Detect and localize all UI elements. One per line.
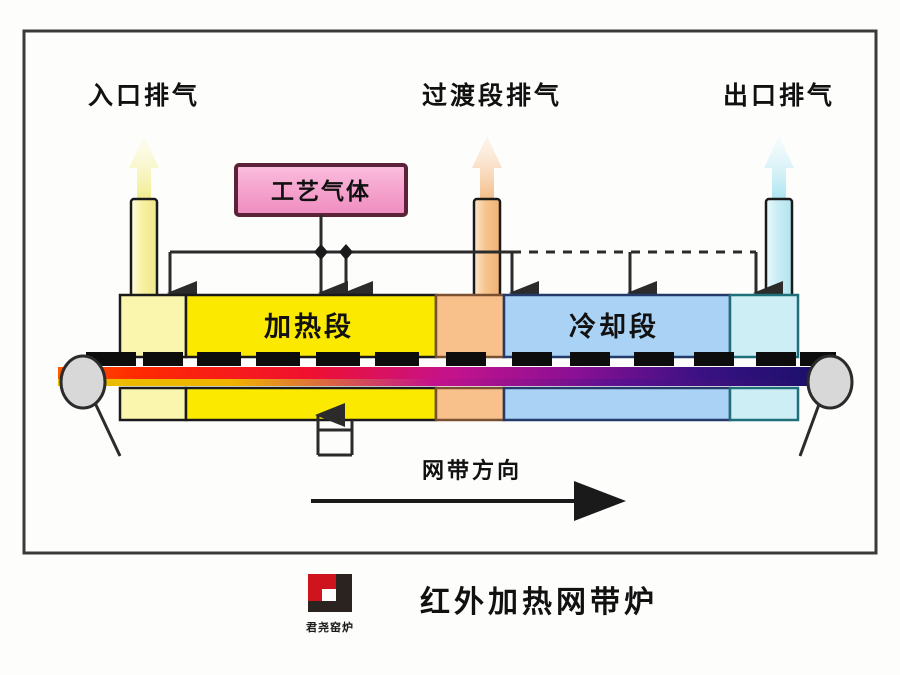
heater-element	[634, 352, 674, 366]
heater-element	[446, 352, 486, 366]
heater-element	[143, 352, 183, 366]
outer-frame	[22, 29, 878, 555]
company-logo: 君尧窑炉	[306, 574, 354, 634]
furnace-section-transition-zone-upper	[434, 293, 506, 359]
heater-element	[756, 352, 796, 366]
heater-element	[694, 352, 734, 366]
exhaust-stack-inlet	[129, 197, 159, 305]
furnace-label-cooling-zone: 冷却段	[569, 312, 659, 343]
heater-element	[316, 352, 360, 366]
exhaust-plume-inlet	[129, 136, 159, 198]
process-gas-label: 工艺气体	[271, 178, 371, 205]
furnace-section-transition-zone-lower	[434, 386, 506, 422]
manifold-junction-dot-1	[314, 244, 328, 260]
bottom-drain-pipe	[315, 403, 354, 457]
heater-element	[197, 352, 241, 366]
roller-right-drum	[806, 354, 854, 410]
mesh-belt-hot-band	[58, 367, 842, 379]
furnace-section-outlet-zone-upper	[728, 293, 800, 359]
exhaust-plume-transition	[472, 136, 502, 198]
furnace-section-inlet-zone-upper	[118, 293, 188, 359]
furnace-section-heating-zone-upper	[184, 293, 438, 359]
furnace-section-cooling-zone-lower	[502, 386, 732, 422]
exhaust-label-transition: 过渡段排气	[422, 81, 562, 110]
furnace-section-inlet-zone-lower	[118, 386, 188, 422]
furnace-section-outlet-zone-lower	[728, 386, 800, 422]
furnace-section-heating-zone-lower	[184, 386, 438, 422]
manifold-junction-dot-2	[339, 244, 353, 260]
roller-left-drum	[59, 354, 107, 410]
heater-element	[570, 352, 610, 366]
manifold-junctions	[314, 244, 353, 260]
figure-caption: 红外加热网带炉	[420, 585, 658, 620]
heater-element	[375, 352, 419, 366]
heater-element	[512, 352, 552, 366]
furnace-section-cooling-zone-upper	[502, 293, 732, 359]
belt-direction-label: 网带方向	[422, 458, 522, 484]
exhaust-stack-outlet	[764, 197, 794, 305]
exhaust-label-outlet: 出口排气	[723, 81, 835, 110]
exhaust-label-inlet: 入口排气	[88, 81, 200, 110]
mesh-belt-lower-band	[58, 379, 842, 386]
exhaust-plume-outlet	[764, 136, 794, 198]
roller-right	[798, 354, 854, 457]
logo-text: 君尧窑炉	[306, 620, 354, 634]
logo-mark-dark	[308, 574, 352, 612]
furnace-label-heating-zone: 加热段	[264, 312, 354, 343]
roller-left	[59, 354, 122, 457]
heater-elements	[86, 352, 836, 366]
heater-element	[256, 352, 300, 366]
